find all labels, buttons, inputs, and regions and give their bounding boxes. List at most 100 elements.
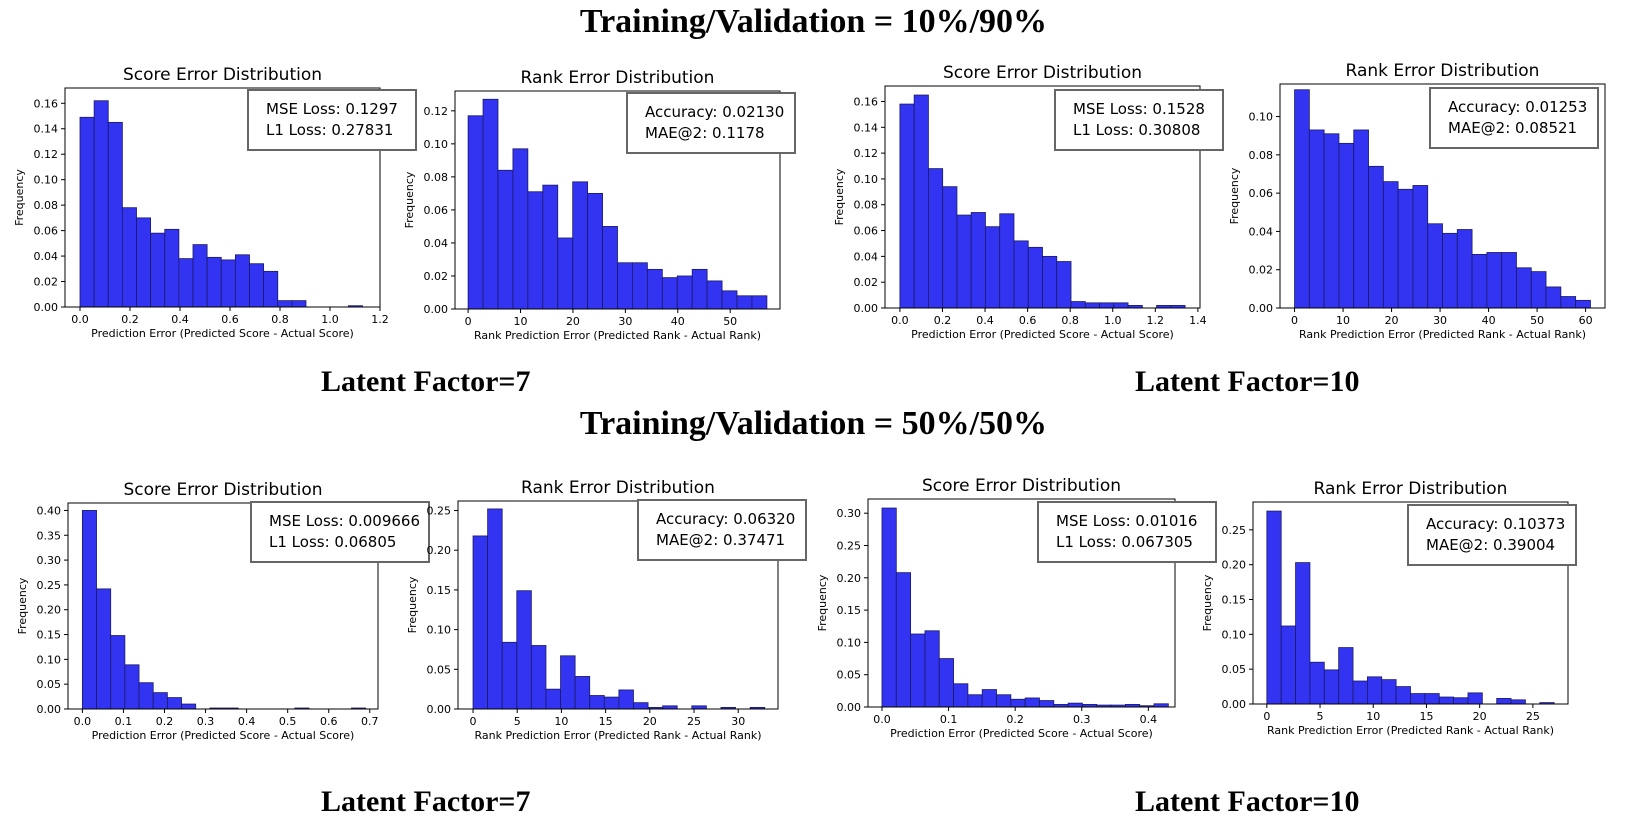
- plot-frame: [1279, 83, 1606, 309]
- histogram-bar: [1309, 661, 1325, 705]
- y-tick-label: 0.20: [427, 544, 452, 557]
- histogram-bar: [1099, 302, 1115, 309]
- histogram-bar: [1323, 133, 1340, 309]
- histogram-bar: [1308, 129, 1325, 309]
- histogram-bar: [136, 217, 152, 308]
- histogram-bar: [938, 658, 954, 708]
- histogram-bar: [1456, 229, 1473, 309]
- y-tick-label: 0.15: [37, 629, 62, 642]
- metrics-annotation-line: MSE Loss: 0.1528: [1073, 100, 1205, 118]
- histogram-bar: [516, 590, 532, 710]
- histogram-bar: [557, 237, 574, 310]
- x-axis-label: Prediction Error (Predicted Score - Actu…: [890, 727, 1153, 740]
- metrics-annotation-line: Accuracy: 0.02130: [645, 103, 784, 121]
- histogram-bar: [706, 280, 723, 310]
- x-tick-label: 0.4: [1140, 713, 1158, 726]
- plot-frame: [457, 500, 779, 710]
- y-tick-label: 0.10: [34, 174, 59, 187]
- histogram-bar: [234, 254, 250, 308]
- histogram-bar: [1113, 302, 1129, 309]
- histogram-bar: [542, 184, 559, 310]
- y-tick-label: 0.20: [837, 572, 862, 585]
- y-axis-label: Frequency: [1201, 574, 1214, 631]
- y-tick-label: 0.40: [37, 504, 62, 517]
- histogram-bar: [618, 689, 634, 710]
- x-tick-label: 0: [1291, 314, 1298, 327]
- y-tick-label: 0.08: [1249, 149, 1274, 162]
- y-tick-label: 0.06: [424, 204, 449, 217]
- y-axis-label: Frequency: [13, 169, 26, 226]
- histogram-bar: [1294, 89, 1310, 309]
- metrics-annotation-line: L1 Loss: 0.06805: [269, 533, 396, 551]
- metrics-annotation-line: MSE Loss: 0.009666: [269, 512, 420, 530]
- histogram-bar: [751, 295, 768, 310]
- histogram-bar: [121, 207, 137, 308]
- histogram-bar: [602, 226, 618, 310]
- histogram-bar: [881, 507, 897, 708]
- histogram-bar: [124, 664, 140, 710]
- x-tick-label: 10: [554, 715, 568, 728]
- histogram-bar: [1410, 693, 1426, 705]
- metrics-annotation-line: Accuracy: 0.01253: [1448, 98, 1587, 116]
- histogram-bar: [192, 244, 208, 308]
- y-tick-label: 0.00: [424, 303, 449, 316]
- y-tick-label: 0.10: [837, 636, 862, 649]
- x-tick-label: 0.6: [320, 715, 338, 728]
- x-tick-label: 40: [1482, 314, 1496, 327]
- chart-score-error-50-50-lf10: Score Error Distribution 0.0 0.1 0.2 0.3 0.4 0…: [816, 476, 1217, 740]
- histogram-bar: [1056, 261, 1072, 309]
- histogram-bar: [1496, 698, 1512, 705]
- plot-frame: [1252, 501, 1569, 705]
- y-tick-label: 0.10: [854, 173, 879, 186]
- metrics-annotation-line: Accuracy: 0.10373: [1426, 515, 1565, 533]
- y-axis-label: Frequency: [833, 168, 846, 225]
- histogram-bar: [1323, 669, 1340, 705]
- y-axis-label: Frequency: [816, 574, 829, 631]
- latent-factor-label-top-right: Latent Factor=10: [1135, 365, 1360, 398]
- chart-title: Score Error Distribution: [943, 63, 1142, 83]
- histogram-bar: [512, 148, 529, 310]
- histogram-bar: [572, 181, 589, 310]
- x-axis-label: Rank Prediction Error (Predicted Rank - …: [474, 729, 761, 742]
- histogram-bar: [249, 263, 265, 308]
- histogram-bar: [1338, 647, 1354, 705]
- histogram-bar: [646, 268, 663, 310]
- x-tick-label: 25: [687, 715, 701, 728]
- histogram-bar: [985, 226, 1001, 309]
- y-tick-label: 0.10: [1222, 628, 1247, 641]
- histogram-bar: [482, 98, 499, 310]
- histogram-bar: [263, 270, 279, 308]
- x-tick-label: 0.3: [197, 715, 215, 728]
- histogram-bar: [206, 256, 222, 308]
- chart-title: Score Error Distribution: [123, 65, 322, 85]
- x-tick-label: 0.0: [891, 314, 909, 327]
- metrics-annotation-box: [637, 499, 807, 561]
- y-tick-label: 0.16: [34, 97, 59, 110]
- y-tick-label: 0.12: [34, 148, 59, 161]
- y-tick-label: 0.25: [427, 505, 452, 518]
- chart-title: Rank Error Distribution: [521, 68, 715, 88]
- histogram-bar: [1427, 223, 1443, 309]
- histogram-bar: [996, 694, 1012, 708]
- x-tick-label: 1.4: [1189, 314, 1207, 327]
- y-tick-label: 0.15: [837, 604, 862, 617]
- histogram-bar: [1382, 181, 1399, 309]
- histogram-bar: [220, 259, 236, 308]
- plot-frame: [884, 85, 1201, 309]
- histogram-bar: [1367, 676, 1383, 705]
- y-tick-label: 0.12: [424, 105, 449, 118]
- y-tick-label: 0.15: [1222, 594, 1247, 607]
- histogram-bar: [107, 121, 123, 308]
- y-tick-label: 0.30: [837, 507, 862, 520]
- metrics-annotation-line: MAE@2: 0.39004: [1426, 536, 1555, 554]
- y-tick-label: 0.00: [37, 703, 62, 716]
- histogram-bar: [1510, 699, 1526, 705]
- histogram-bar: [981, 689, 997, 708]
- histogram-bar: [96, 588, 112, 710]
- x-tick-label: 30: [731, 715, 745, 728]
- histogram-bar: [574, 676, 591, 710]
- x-tick-label: 0.1: [115, 715, 133, 728]
- histogram-bar: [1575, 299, 1591, 309]
- y-tick-label: 0.25: [837, 540, 862, 553]
- x-axis-label: Rank Prediction Error (Predicted Rank - …: [1299, 328, 1586, 341]
